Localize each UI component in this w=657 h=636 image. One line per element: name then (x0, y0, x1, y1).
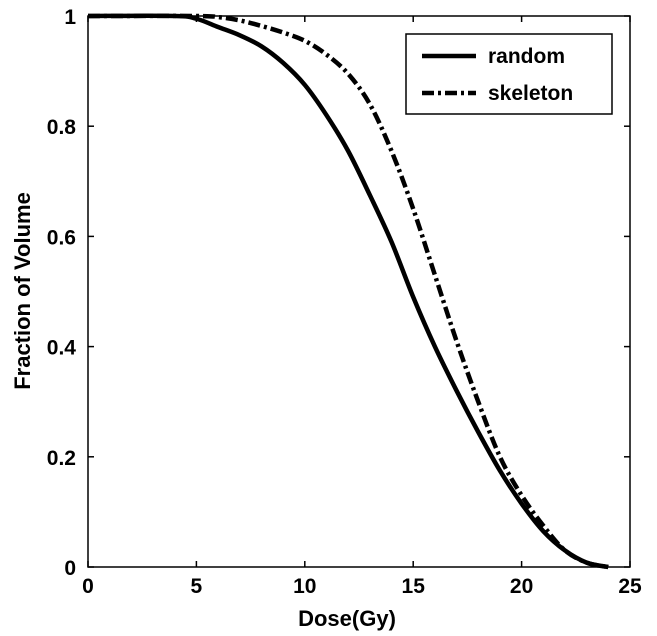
legend-label-skeleton: skeleton (488, 82, 573, 105)
x-tick-label: 10 (293, 575, 316, 598)
y-tick-label: 0.2 (47, 447, 76, 470)
x-tick-label: 5 (191, 575, 203, 598)
x-tick-label: 25 (618, 575, 642, 598)
legend-label-random: random (488, 45, 565, 68)
x-tick-label: 15 (402, 575, 426, 598)
legend: random skeleton (405, 33, 613, 115)
legend-box (405, 33, 613, 115)
x-tick-label: 0 (82, 575, 94, 598)
y-axis: 0 0.2 0.4 0.6 0.8 1 (47, 6, 630, 580)
y-axis-title: Fraction of Volume (10, 192, 35, 390)
y-tick-label: 0.6 (47, 226, 76, 249)
series-line-random (87, 13, 609, 570)
y-tick-label: 0.4 (47, 337, 77, 360)
y-tick-label: 0 (64, 557, 76, 580)
y-tick-label: 1 (64, 6, 76, 29)
x-axis-title: Dose(Gy) (298, 606, 396, 631)
x-tick-label: 20 (510, 575, 533, 598)
x-axis: 0 5 10 15 20 25 (82, 16, 642, 598)
y-tick-label: 0.8 (47, 116, 77, 139)
series-layer (87, 13, 609, 570)
